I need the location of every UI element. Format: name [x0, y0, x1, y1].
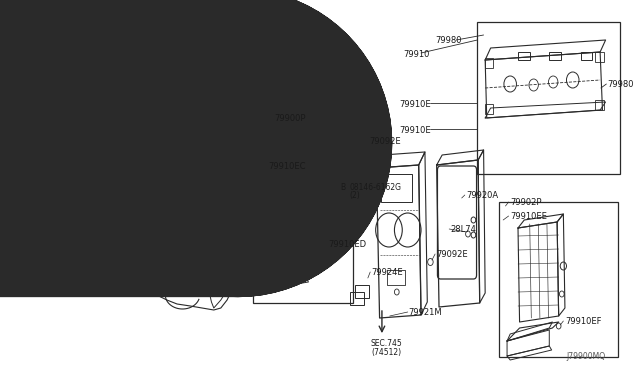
Bar: [595, 52, 604, 62]
Text: 79980: 79980: [607, 80, 634, 89]
Text: 79902P: 79902P: [510, 198, 541, 207]
Text: 79910E: 79910E: [399, 126, 431, 135]
Text: 79910: 79910: [403, 50, 429, 59]
Bar: [595, 100, 604, 110]
Bar: [485, 58, 493, 68]
Text: (74512): (74512): [372, 348, 402, 357]
Text: B: B: [340, 183, 346, 192]
Bar: [350, 292, 364, 305]
Bar: [580, 52, 592, 60]
Text: 79910EF: 79910EF: [565, 317, 602, 326]
Text: 79910EE: 79910EE: [510, 212, 547, 221]
Text: SEC.745: SEC.745: [371, 339, 403, 348]
Bar: [355, 285, 369, 298]
Text: 79910EC: 79910EC: [269, 162, 306, 171]
Bar: [549, 52, 561, 60]
Text: 79092E: 79092E: [369, 137, 401, 146]
Bar: [518, 52, 530, 60]
Bar: [477, 22, 620, 174]
Text: J79900MQ: J79900MQ: [566, 352, 605, 361]
Text: 79092E: 79092E: [436, 250, 468, 259]
Bar: [381, 174, 412, 202]
Text: 79980: 79980: [435, 36, 461, 45]
Text: 08146-6162G: 08146-6162G: [349, 183, 401, 192]
Text: 79910ED: 79910ED: [329, 240, 367, 249]
Bar: [485, 104, 493, 114]
Bar: [499, 202, 618, 357]
Text: 79900P: 79900P: [275, 114, 306, 123]
Text: 79924E: 79924E: [371, 268, 403, 277]
Bar: [253, 118, 353, 303]
Text: 79910E: 79910E: [399, 100, 431, 109]
Text: 79920A: 79920A: [467, 191, 499, 200]
Text: (2): (2): [349, 191, 360, 200]
Text: 28L74: 28L74: [450, 225, 476, 234]
Text: 79921M: 79921M: [408, 308, 442, 317]
